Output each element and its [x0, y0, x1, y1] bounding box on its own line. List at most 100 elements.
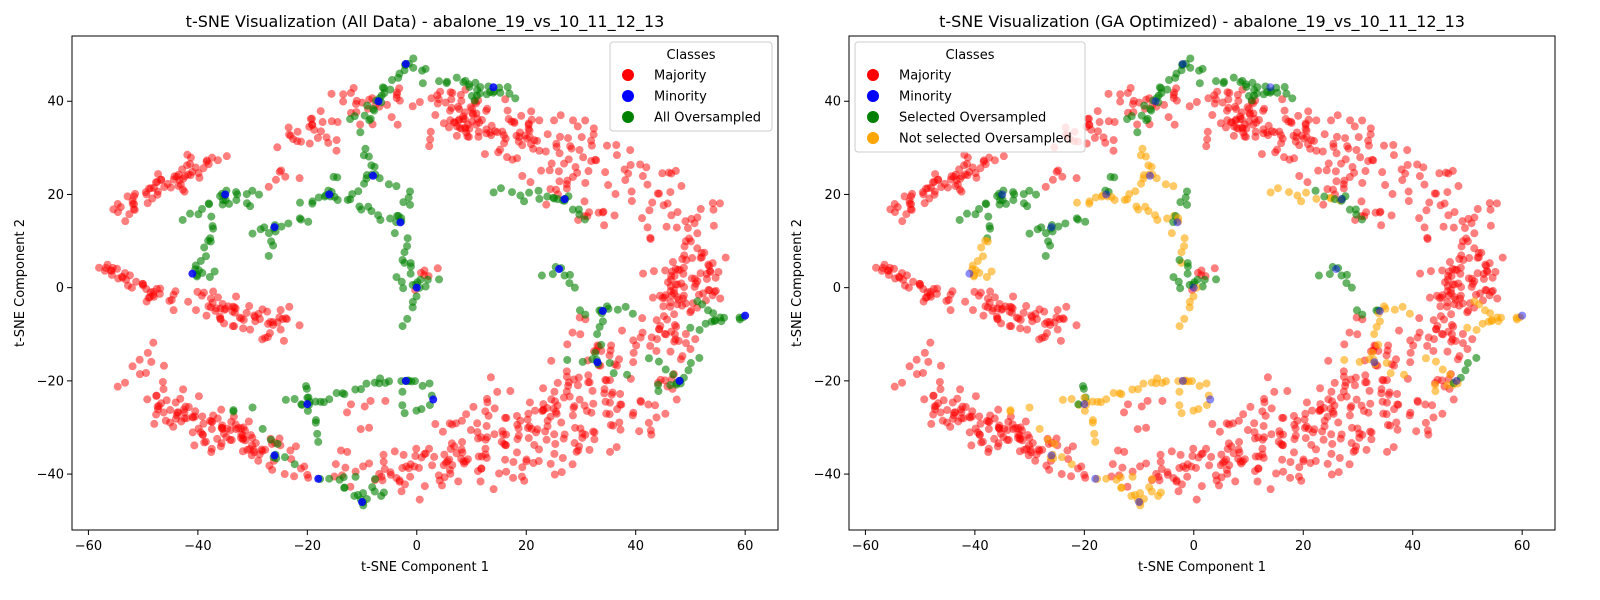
oversampled-point — [669, 370, 678, 379]
right-y-tick-label: −20 — [814, 374, 841, 389]
not-selected-oversampled-point — [987, 267, 996, 276]
not-selected-oversampled-point — [1405, 309, 1414, 318]
oversampled-point — [399, 198, 408, 207]
majority-point — [1421, 400, 1430, 409]
left-legend-title: Classes — [667, 48, 716, 63]
majority-point — [1362, 378, 1371, 387]
selected-oversampled-point — [955, 215, 964, 224]
majority-point — [524, 434, 533, 443]
majority-point — [142, 368, 151, 377]
oversampled-point — [367, 161, 376, 170]
left-legend: Classes Majority Minority All Oversampled — [609, 41, 773, 132]
majority-point — [1163, 470, 1172, 479]
majority-point — [212, 304, 221, 313]
oversampled-point — [303, 393, 312, 402]
majority-point — [557, 418, 566, 427]
oversampled-point — [248, 186, 257, 195]
minority-point — [675, 376, 684, 385]
majority-point — [1424, 430, 1433, 439]
majority-point — [1341, 134, 1350, 143]
majority-point — [602, 141, 611, 150]
oversampled-point — [421, 282, 430, 291]
minority-point — [401, 59, 410, 68]
majority-point — [343, 447, 352, 456]
majority-point — [1045, 318, 1054, 327]
majority-point — [1299, 455, 1308, 464]
majority-point — [1260, 398, 1269, 407]
majority-point — [1104, 89, 1113, 98]
not-selected-oversampled-point — [973, 256, 982, 265]
majority-point — [627, 197, 636, 206]
majority-point — [648, 198, 657, 207]
majority-point — [538, 407, 547, 416]
majority-point — [531, 406, 540, 415]
not-selected-oversampled-point — [1134, 385, 1143, 394]
majority-point — [1294, 111, 1303, 120]
majority-point — [1188, 451, 1197, 460]
majority-point — [1393, 400, 1402, 409]
majority-point — [573, 122, 582, 131]
majority-point — [1235, 438, 1244, 447]
majority-point — [237, 314, 246, 323]
majority-point — [675, 265, 684, 274]
oversampled-point — [534, 186, 543, 195]
majority-point — [346, 482, 355, 491]
majority-point — [1422, 206, 1431, 215]
majority-point — [607, 390, 616, 399]
majority-point — [535, 116, 544, 125]
majority-point — [636, 333, 645, 342]
majority-point — [543, 422, 552, 431]
majority-point — [1343, 142, 1352, 151]
majority-point — [441, 98, 450, 107]
majority-point — [1424, 333, 1433, 342]
oversampled-point — [350, 112, 359, 121]
oversampled-point — [354, 187, 363, 196]
majority-point — [1118, 463, 1127, 472]
majority-point — [1339, 387, 1348, 396]
selected-oversampled-point — [1183, 187, 1192, 196]
majority-point — [1304, 115, 1313, 124]
majority-point — [1447, 321, 1456, 330]
majority-point — [135, 355, 144, 364]
majority-point — [541, 147, 550, 156]
oversampled-point — [406, 200, 415, 209]
right-x-tick-label: −20 — [1071, 539, 1098, 554]
majority-point — [1384, 390, 1393, 399]
oversampled-point — [304, 217, 313, 226]
majority-point — [242, 308, 251, 317]
oversampled-point — [621, 302, 630, 311]
oversampled-point — [200, 243, 209, 252]
majority-point — [246, 325, 255, 334]
not-selected-oversampled-point — [1204, 391, 1213, 400]
majority-point — [439, 119, 448, 128]
majority-point — [207, 425, 216, 434]
majority-point — [1421, 418, 1430, 427]
majority-point — [990, 293, 999, 302]
majority-point — [143, 395, 152, 404]
not-selected-oversampled-point — [1421, 354, 1430, 363]
majority-point — [132, 277, 141, 286]
majority-point — [1053, 325, 1062, 334]
right-legend-marker — [867, 90, 879, 102]
oversampled-point — [196, 256, 205, 265]
oversampled-point — [386, 214, 395, 223]
majority-point — [627, 187, 636, 196]
oversampled-point — [201, 252, 210, 261]
majority-point — [1355, 429, 1364, 438]
left-legend-marker — [622, 90, 634, 102]
majority-point — [184, 403, 193, 412]
majority-point — [495, 469, 504, 478]
majority-point — [696, 269, 705, 278]
majority-point — [1016, 324, 1025, 333]
majority-point — [1432, 325, 1441, 334]
majority-point — [1415, 214, 1424, 223]
oversampled-point — [565, 279, 574, 288]
majority-point — [380, 465, 389, 474]
majority-point — [606, 447, 615, 456]
right-legend-label: Selected Oversampled — [899, 111, 1046, 126]
majority-point — [1379, 376, 1388, 385]
majority-point — [647, 333, 656, 342]
majority-point — [537, 166, 546, 175]
majority-point — [180, 414, 189, 423]
selected-oversampled-point — [1073, 215, 1082, 224]
